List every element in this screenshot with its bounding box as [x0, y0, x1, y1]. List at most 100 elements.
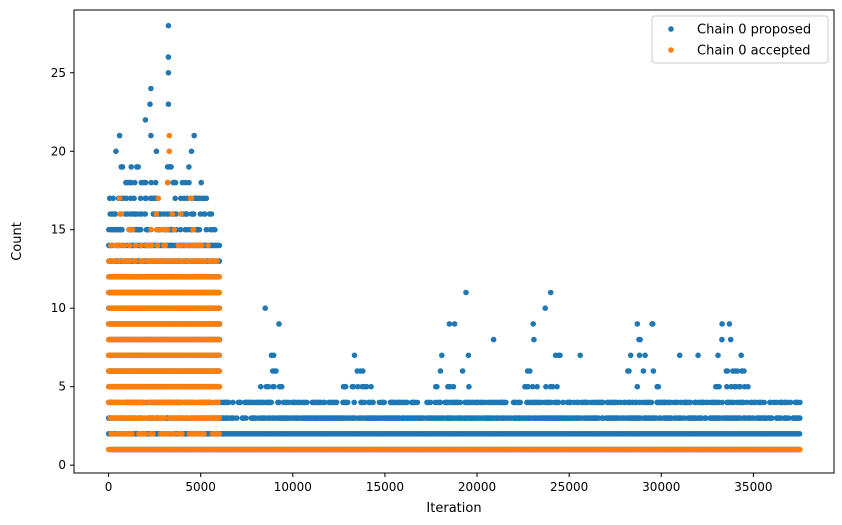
data-point: [734, 368, 741, 374]
data-point: [230, 399, 236, 406]
data-point: [796, 431, 803, 437]
data-point: [463, 289, 469, 296]
data-point: [600, 399, 606, 406]
data-point: [738, 352, 744, 359]
data-point: [278, 383, 285, 390]
data-point: [640, 368, 647, 374]
data-point: [137, 195, 144, 202]
data-point: [208, 211, 215, 217]
data-point: [276, 321, 282, 327]
data-point: [437, 368, 444, 374]
data-point: [129, 431, 135, 437]
data-point: [151, 415, 157, 421]
data-point: [216, 305, 222, 312]
data-point: [642, 352, 648, 359]
data-point: [744, 399, 750, 406]
data-point: [148, 132, 154, 139]
data-point: [695, 352, 701, 359]
data-point: [634, 321, 641, 327]
data-point: [165, 101, 172, 107]
data-point: [636, 352, 643, 359]
data-point: [153, 148, 160, 155]
data-point: [172, 195, 178, 202]
data-point: [737, 383, 743, 390]
data-point: [719, 336, 725, 343]
data-point: [121, 242, 128, 249]
data-point: [741, 368, 747, 374]
data-point: [785, 415, 792, 421]
data-point: [191, 132, 197, 139]
data-point: [173, 258, 180, 264]
data-point: [216, 415, 223, 421]
data-point: [439, 352, 445, 359]
data-point: [797, 415, 803, 421]
data-point: [171, 431, 177, 437]
data-point: [745, 383, 751, 390]
data-point: [342, 383, 349, 390]
data-point: [203, 226, 210, 233]
data-point: [142, 431, 149, 437]
data-point: [554, 383, 560, 390]
data-point: [196, 226, 203, 233]
data-point: [262, 305, 269, 312]
data-point: [152, 179, 159, 186]
data-point: [368, 383, 374, 390]
data-point: [161, 415, 168, 421]
data-point: [128, 164, 134, 170]
data-point: [715, 352, 721, 359]
data-point: [141, 399, 147, 406]
data-point: [726, 321, 733, 327]
data-point: [727, 336, 734, 343]
data-point: [273, 368, 279, 374]
data-point: [650, 368, 657, 374]
data-point: [724, 368, 731, 374]
data-point: [627, 352, 634, 359]
data-point: [360, 368, 366, 374]
data-point: [450, 383, 457, 390]
data-point: [203, 195, 210, 202]
data-point: [140, 258, 146, 264]
data-point: [797, 446, 803, 453]
data-point: [216, 242, 223, 249]
data-point: [201, 431, 207, 437]
data-point: [687, 399, 694, 406]
data-point: [225, 399, 232, 406]
data-point: [503, 399, 509, 406]
data-point: [414, 399, 421, 406]
series-1: [105, 132, 803, 453]
data-point: [126, 242, 133, 249]
data-point: [543, 383, 549, 390]
data-point: [216, 368, 223, 374]
data-point: [237, 399, 244, 406]
data-point: [626, 368, 632, 374]
data-point: [703, 415, 709, 421]
data-point: [351, 399, 358, 406]
data-point: [147, 101, 153, 107]
data-point: [216, 431, 222, 437]
data-point: [190, 211, 197, 217]
data-point: [355, 383, 361, 390]
data-point: [465, 352, 472, 359]
data-point: [165, 70, 172, 76]
plot-marks: [105, 22, 803, 453]
data-point: [457, 399, 464, 406]
data-point: [637, 336, 643, 343]
data-point: [534, 383, 540, 390]
data-point: [113, 148, 119, 155]
data-point: [333, 399, 340, 406]
data-point: [437, 399, 444, 406]
data-point: [202, 211, 208, 217]
data-point: [276, 399, 282, 406]
data-point: [132, 258, 138, 264]
data-point: [110, 195, 116, 202]
data-point: [549, 383, 556, 390]
data-point: [265, 383, 272, 390]
data-point: [761, 399, 767, 406]
data-point: [724, 383, 730, 390]
data-point: [202, 258, 208, 264]
data-point: [216, 321, 223, 327]
data-point: [531, 336, 537, 343]
data-point: [212, 226, 218, 233]
data-point: [198, 179, 204, 186]
data-point: [215, 399, 221, 406]
